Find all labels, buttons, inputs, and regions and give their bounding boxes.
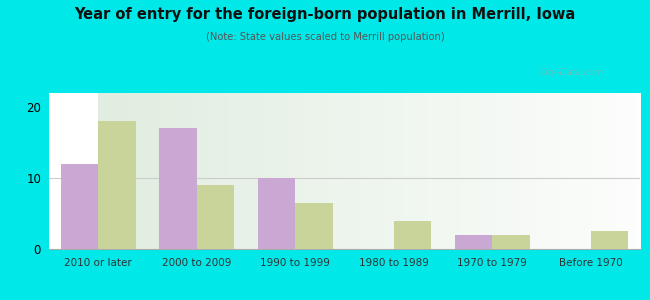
Bar <box>295 203 333 249</box>
Bar <box>60 164 98 249</box>
Bar <box>159 128 196 249</box>
Bar <box>98 122 135 249</box>
Bar <box>394 220 431 249</box>
Bar <box>591 231 629 249</box>
Text: City-Data.com: City-Data.com <box>540 68 603 77</box>
Text: (Note: State values scaled to Merrill population): (Note: State values scaled to Merrill po… <box>205 32 445 41</box>
Bar <box>196 185 234 249</box>
Bar <box>493 235 530 249</box>
Bar <box>455 235 493 249</box>
Text: Year of entry for the foreign-born population in Merrill, Iowa: Year of entry for the foreign-born popul… <box>74 8 576 22</box>
Bar <box>258 178 295 249</box>
